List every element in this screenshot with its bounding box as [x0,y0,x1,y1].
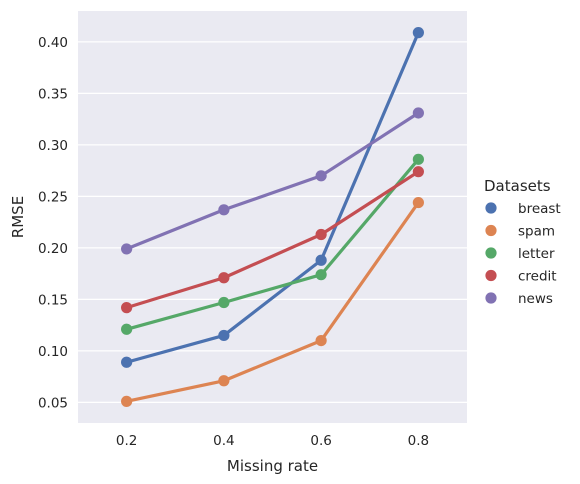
legend-item-news: news [485,291,553,307]
y-axis-label: RMSE [9,196,27,238]
series-layer [121,27,424,407]
x-axis: 0.2 0.4 0.6 0.8 [116,433,429,449]
legend-marker [485,292,497,304]
series-news [121,107,424,255]
data-point-letter [412,153,424,165]
y-tick-label: 0.35 [38,86,68,102]
y-tick-label: 0.20 [38,241,68,257]
data-point-spam [121,395,133,407]
x-tick-label: 0.8 [408,433,429,449]
data-point-credit [315,228,327,241]
legend-marker [485,247,497,259]
data-point-letter [315,269,327,281]
y-axis: 0.05 0.10 0.15 0.20 0.25 0.30 0.35 0.40 [38,35,68,411]
data-point-credit [412,166,424,178]
data-point-credit [218,272,230,284]
series-breast [121,27,424,368]
legend-label: letter [518,246,555,262]
x-axis-label: Missing rate [227,457,318,475]
data-point-breast [218,329,230,342]
data-point-spam [412,196,424,209]
legend-item-credit: credit [485,269,557,285]
series-letter [121,153,424,335]
y-tick-label: 0.10 [38,344,68,360]
legend-label: spam [518,224,555,240]
series-line-spam [125,200,420,403]
data-point-breast [412,27,424,39]
legend-title: Datasets [484,177,551,195]
legend: Datasets breast spam letter credit news [484,177,561,307]
data-point-letter [121,323,133,335]
data-point-news [121,243,133,255]
series-spam [121,196,424,407]
data-point-credit [121,302,133,314]
series-credit [121,166,424,314]
series-line-letter [125,157,420,331]
legend-item-breast: breast [485,201,561,217]
data-point-news [315,170,327,182]
x-tick-label: 0.2 [116,433,137,449]
data-point-spam [315,335,327,347]
y-tick-label: 0.30 [38,138,68,154]
legend-marker [485,269,497,282]
data-point-news [218,204,230,216]
data-point-spam [218,375,230,387]
legend-marker [485,202,497,214]
legend-item-spam: spam [485,224,555,240]
legend-label: breast [518,201,561,217]
series-line-credit [125,170,420,310]
legend-item-letter: letter [485,246,555,262]
x-tick-label: 0.4 [213,433,234,449]
plot-background [78,11,467,423]
legend-marker [485,224,497,237]
y-tick-label: 0.05 [38,395,68,411]
y-tick-label: 0.40 [38,35,68,51]
series-line-breast [125,31,420,364]
legend-label: credit [518,269,557,285]
data-point-breast [121,356,133,368]
y-tick-label: 0.15 [38,292,68,308]
x-tick-label: 0.6 [310,433,331,449]
legend-label: news [518,291,553,307]
data-point-news [412,107,424,119]
y-tick-label: 0.25 [38,189,68,205]
series-line-news [125,111,420,251]
data-point-letter [218,296,230,309]
data-point-breast [315,254,327,266]
